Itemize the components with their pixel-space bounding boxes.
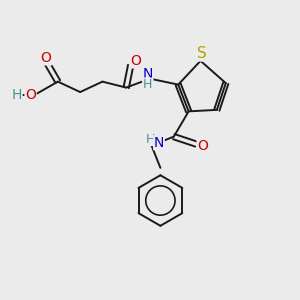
- Text: S: S: [197, 46, 207, 61]
- Text: H: H: [143, 78, 152, 91]
- Text: O: O: [25, 88, 36, 102]
- Text: O: O: [197, 139, 208, 152]
- Text: N: N: [142, 67, 153, 81]
- Text: O: O: [40, 51, 51, 65]
- Text: O: O: [130, 54, 142, 68]
- Text: H: H: [145, 133, 155, 146]
- Text: N: N: [154, 136, 164, 150]
- Text: H: H: [12, 88, 22, 102]
